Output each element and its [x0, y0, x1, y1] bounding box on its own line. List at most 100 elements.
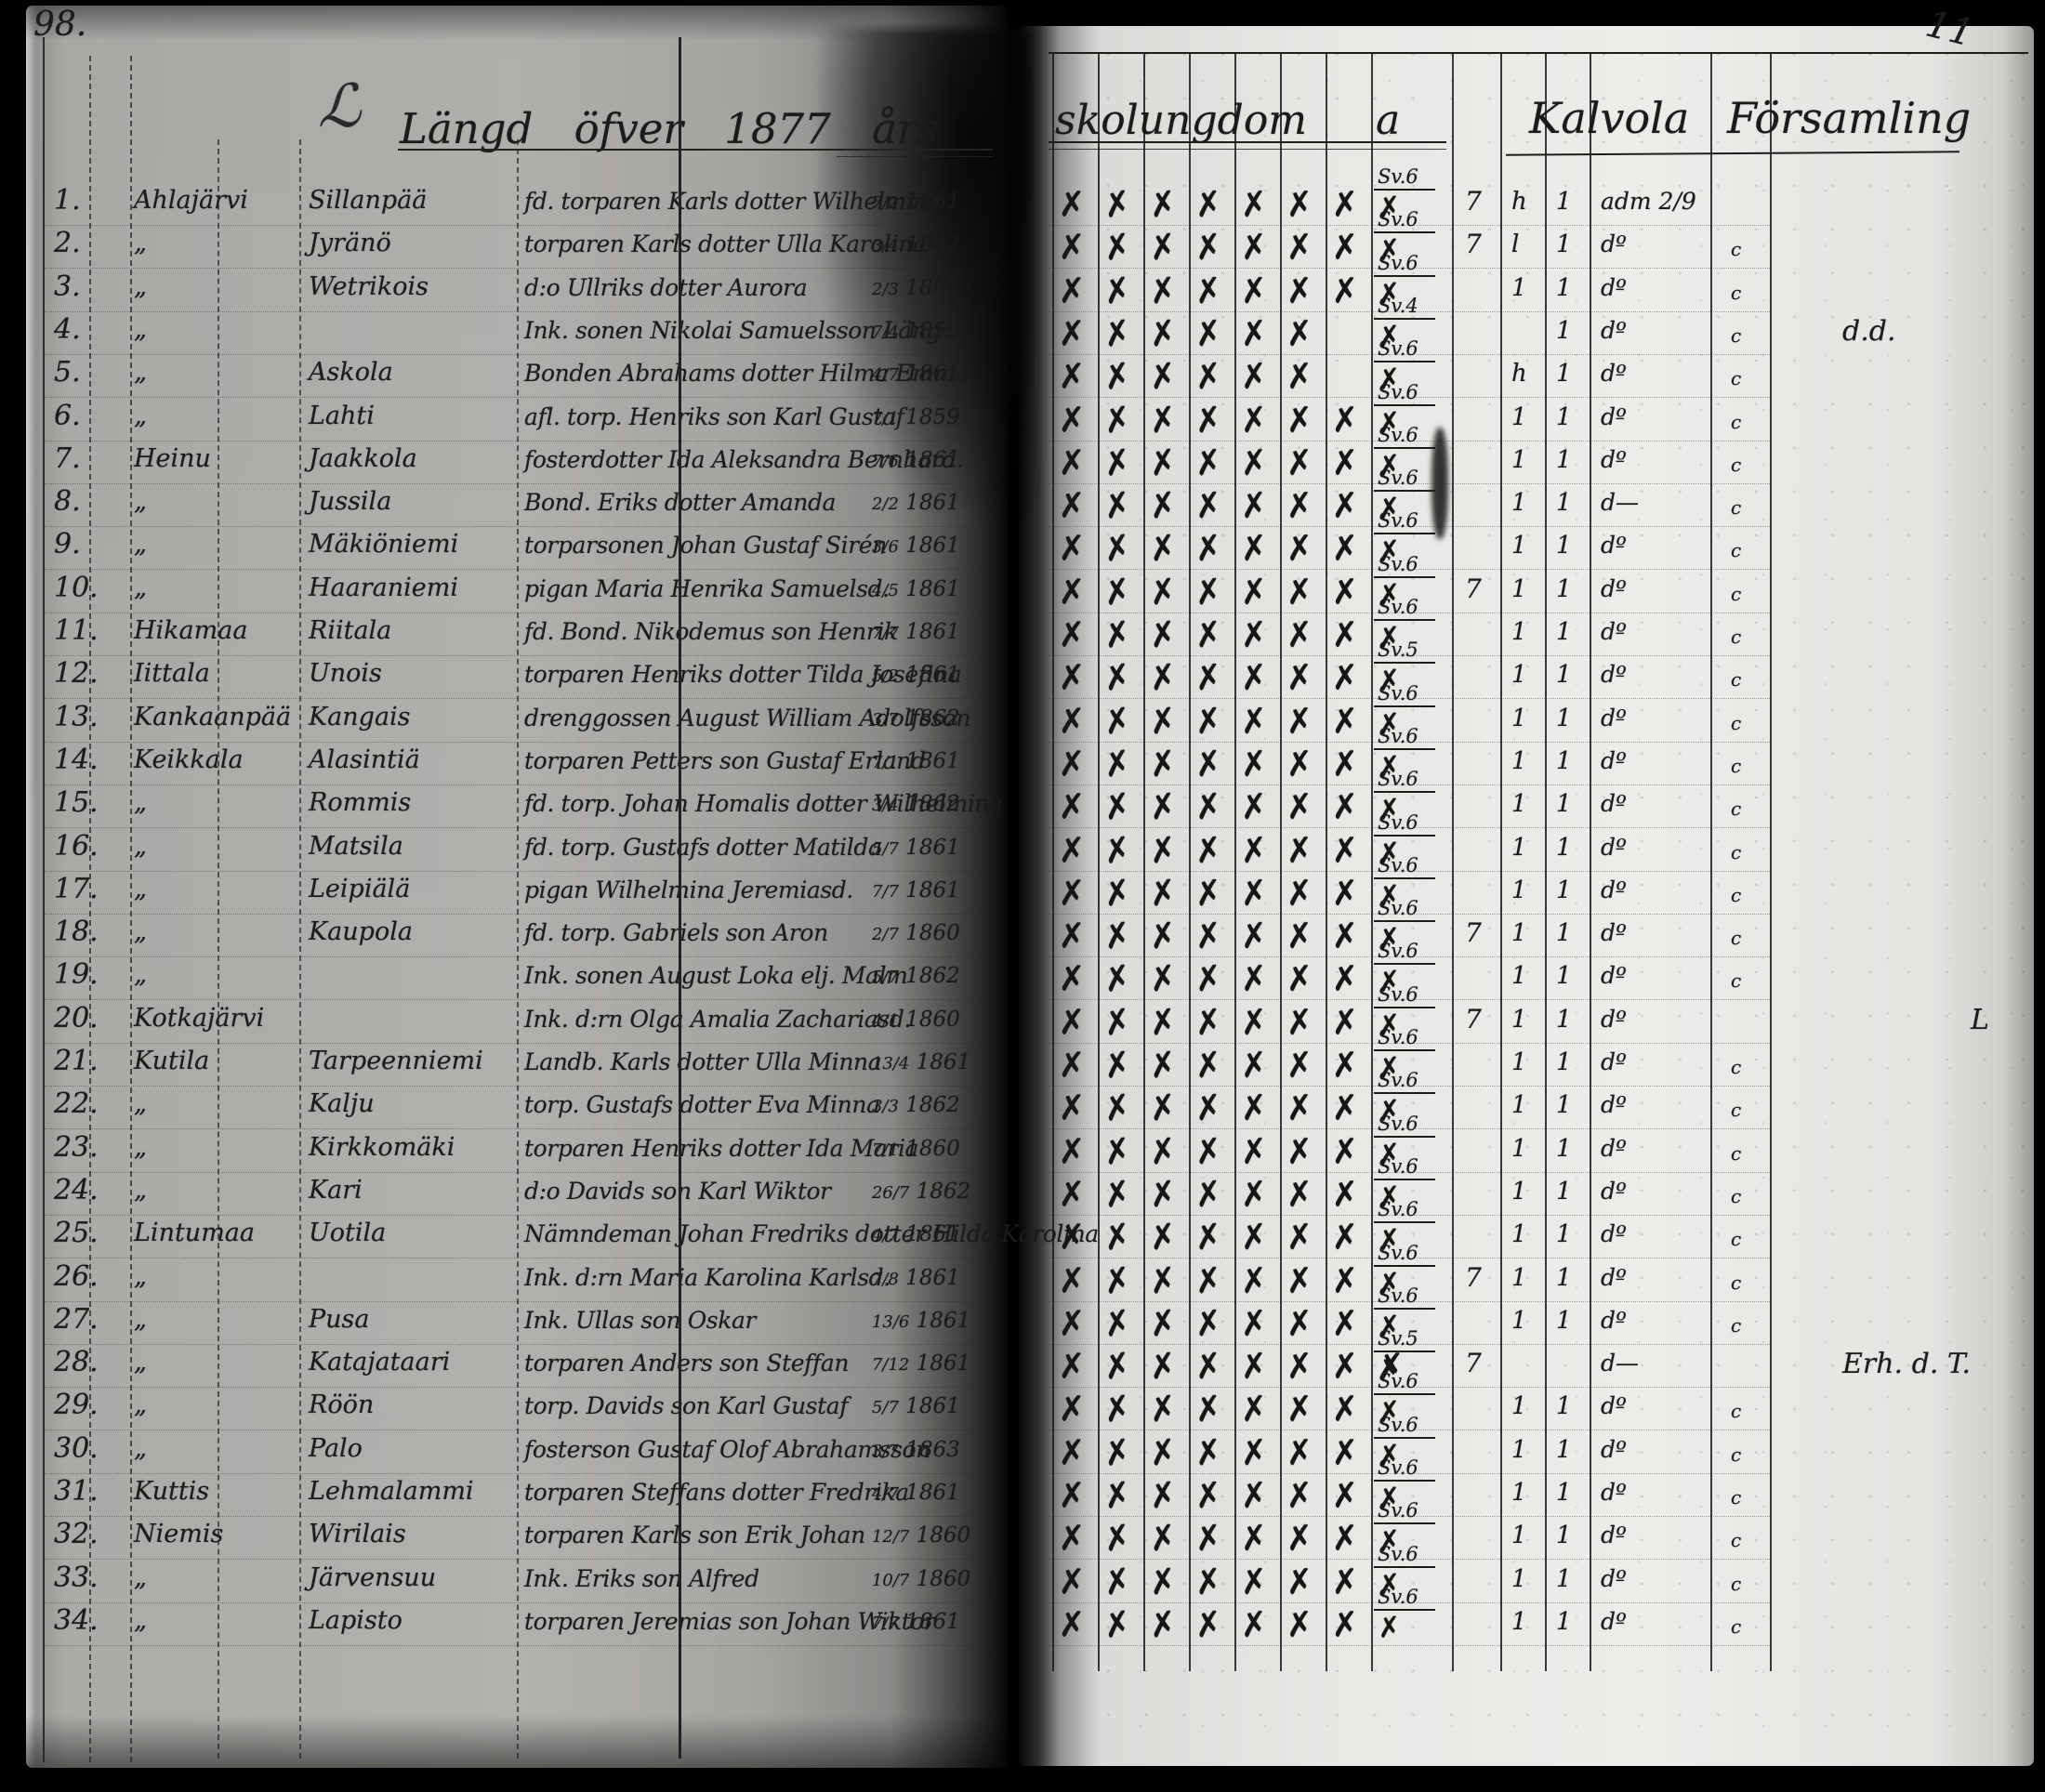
row-separator — [1049, 956, 1772, 958]
village-name: Kankaanpää — [134, 702, 292, 731]
row-number: 14. — [54, 743, 99, 776]
grade-fraction: Sv.6 — [1374, 811, 1435, 837]
grade-fraction: Sv.5 — [1374, 1327, 1435, 1353]
birth-day-month: 26/7 — [872, 1182, 910, 1203]
grade-value: Sv.6 — [1374, 768, 1435, 794]
mark-first: h — [1511, 188, 1527, 216]
row-number: 17. — [54, 872, 99, 905]
attendance-check: ✗ — [1056, 572, 1088, 613]
grade-value: Sv.6 — [1374, 1456, 1435, 1482]
person-description: Landb. Karls dotter Ulla Minna — [524, 1048, 882, 1075]
attendance-check: ✗ — [1329, 1260, 1361, 1301]
mark-admission: dº — [1601, 1479, 1627, 1506]
attendance-check: ✗ — [1329, 1217, 1361, 1258]
mark-second: 1 — [1556, 1564, 1572, 1593]
mark-second: 1 — [1556, 360, 1572, 389]
attendance-check: ✗ — [1056, 1131, 1088, 1172]
attendance-check: ✗ — [1283, 657, 1316, 699]
person-description: Nämndeman Johan Fredriks dotter Hilda Ka… — [524, 1220, 1099, 1248]
mark-admission: d— — [1601, 1350, 1640, 1377]
attendance-check: ✗ — [1237, 873, 1271, 915]
attendance-check: ✗ — [1237, 1259, 1271, 1302]
row-separator — [45, 1387, 985, 1389]
birth-date: 4/1 1860 — [872, 1007, 960, 1032]
attendance-check: ✗ — [1237, 916, 1271, 957]
birth-date: 7/2 1861 — [872, 190, 960, 214]
mark-first: 1 — [1511, 661, 1527, 690]
row-separator — [1049, 310, 1772, 312]
attendance-check: ✗ — [1237, 1518, 1271, 1560]
row-separator — [45, 1086, 985, 1087]
attendance-check: ✗ — [1237, 1002, 1271, 1044]
attendance-check: ✗ — [1237, 356, 1271, 398]
attendance-check: ✗ — [1283, 442, 1316, 484]
mark-first: 1 — [1511, 876, 1527, 904]
attendance-check: ✗ — [1192, 312, 1225, 355]
row-separator — [45, 870, 985, 872]
village-name: Iittala — [134, 659, 210, 689]
attendance-check: ✗ — [1283, 1389, 1316, 1430]
mark-tail: c — [1731, 281, 1742, 304]
village-name: „ — [134, 1304, 147, 1334]
row-separator — [45, 1601, 985, 1603]
village-name: „ — [134, 1261, 147, 1291]
birth-date: 3/7 1862 — [872, 705, 960, 731]
birth-date: 2/2 1861 — [872, 491, 960, 516]
attendance-check: ✗ — [1145, 1302, 1181, 1345]
row-separator — [1049, 870, 1772, 872]
attendance-check: ✗ — [1237, 270, 1271, 312]
gutter-shadow — [818, 28, 1032, 511]
grade-fraction: Sv.6 — [1374, 337, 1435, 363]
row-separator — [1049, 482, 1772, 484]
attendance-check: ✗ — [1283, 528, 1316, 570]
mark-tail: c — [1731, 1486, 1742, 1509]
attendance-check: ✗ — [1283, 270, 1316, 312]
row-separator — [1049, 1601, 1772, 1603]
birth-date: 4/5 1861 — [872, 576, 960, 601]
attendance-check: ✗ — [1283, 1561, 1316, 1603]
row-separator — [1049, 1042, 1772, 1044]
attendance-check: ✗ — [1283, 1131, 1316, 1173]
grade-fraction: Sv.6 — [1374, 165, 1435, 191]
attendance-check: ✗ — [1237, 528, 1271, 571]
birth-day-month: 7/7 — [872, 624, 899, 643]
mark-admission: dº — [1601, 1522, 1627, 1549]
mark-tail: c — [1731, 797, 1742, 821]
row-number: 22. — [54, 1087, 99, 1121]
farm-name: Lehmalammi — [309, 1477, 474, 1506]
attendance-check: ✗ — [1192, 1475, 1225, 1517]
attendance-check: ✗ — [1192, 1603, 1225, 1646]
attendance-check: ✗ — [1056, 1475, 1088, 1517]
attendance-check: ✗ — [1056, 1519, 1088, 1560]
birth-day-month: 2/2 — [872, 494, 899, 515]
attendance-check: ✗ — [1192, 1346, 1225, 1388]
mark-admission: dº — [1601, 445, 1627, 473]
attendance-check: ✗ — [1145, 1431, 1181, 1474]
mark-first: 1 — [1511, 1306, 1527, 1335]
attendance-check: ✗ — [1329, 1475, 1361, 1517]
attendance-check: ✗ — [1056, 830, 1088, 871]
birth-date: 2/7 1860 — [872, 921, 960, 946]
birth-day-month: 3/4 — [872, 796, 899, 816]
attendance-check: ✗ — [1283, 1604, 1316, 1646]
attendance-check: ✗ — [1237, 1389, 1271, 1431]
attendance-check: ✗ — [1237, 572, 1271, 613]
attendance-check: ✗ — [1192, 528, 1225, 571]
attendance-check: ✗ — [1145, 356, 1181, 399]
mark-tail: c — [1731, 238, 1742, 261]
mark-tail: c — [1731, 539, 1742, 562]
row-separator — [1049, 1644, 1772, 1646]
attendance-check: ✗ — [1145, 1217, 1181, 1259]
village-name: „ — [134, 314, 147, 344]
mark-tail: c — [1731, 883, 1742, 906]
mark-first: 1 — [1511, 1048, 1527, 1076]
farm-name: Haaraniemi — [309, 573, 458, 602]
row-number: 25. — [54, 1217, 99, 1250]
attendance-check: ✗ — [1192, 227, 1225, 270]
grade-fraction: Sv.6 — [1374, 1499, 1435, 1525]
row-number: 16. — [54, 829, 99, 863]
village-name: „ — [134, 530, 147, 560]
row-number: 31. — [54, 1475, 99, 1508]
row-separator — [45, 1559, 985, 1561]
